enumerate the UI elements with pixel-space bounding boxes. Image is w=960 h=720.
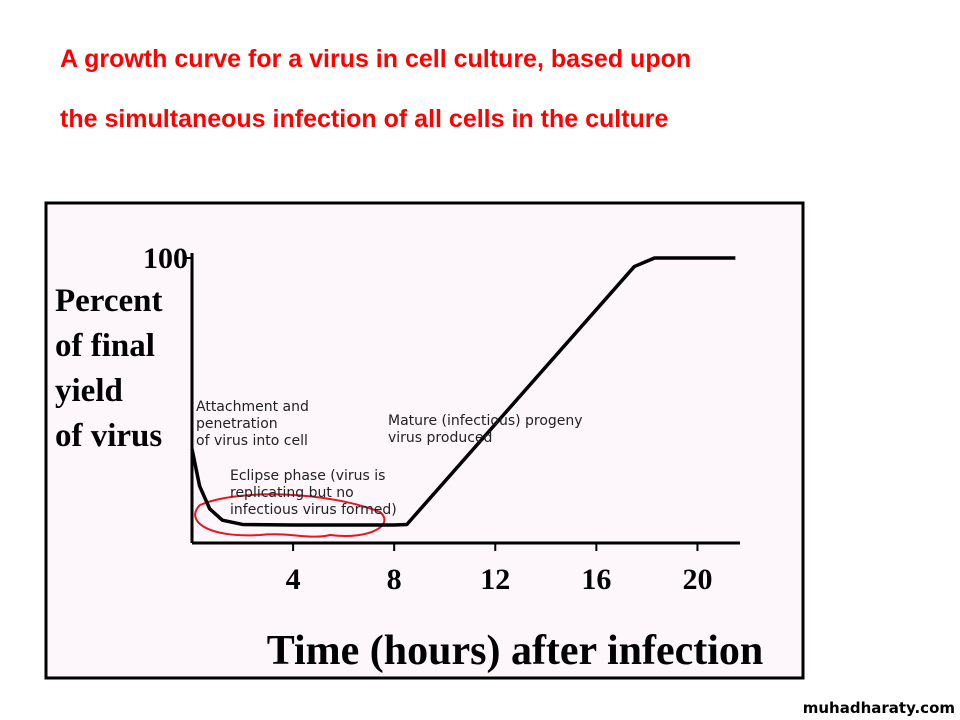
annotation: Attachment and [196,399,309,415]
annotation: of virus into cell [196,433,308,449]
y-axis-label: of virus [55,418,162,454]
annotation: penetration [196,416,278,432]
annotation: Mature (infectious) progeny [388,413,583,429]
slide-title: A growth curve for a virus in cell cultu… [60,45,691,73]
watermark: muhadharaty.com [803,699,955,717]
y-tick-label: 100 [143,242,188,275]
x-tick-label: 12 [480,563,510,596]
x-axis-label: Time (hours) after infection [267,628,764,674]
y-axis-label: of final [55,328,155,364]
x-tick-label: 16 [581,563,611,596]
x-tick-label: 4 [286,563,301,596]
highlight-ellipse [194,493,386,538]
x-tick-label: 20 [682,563,712,596]
growth-curve [190,256,736,527]
chart-frame [44,201,805,680]
annotation: Eclipse phase (virus is [230,468,385,484]
slide-title: the simultaneous infection of all cells … [60,105,669,133]
x-tick-label: 8 [387,563,402,596]
y-axis-label: Percent [55,283,163,319]
y-axis-label: yield [55,373,123,409]
annotation: virus produced [388,430,492,446]
annotation: infectious virus formed) [230,502,397,518]
annotation: replicating but no [230,485,354,501]
